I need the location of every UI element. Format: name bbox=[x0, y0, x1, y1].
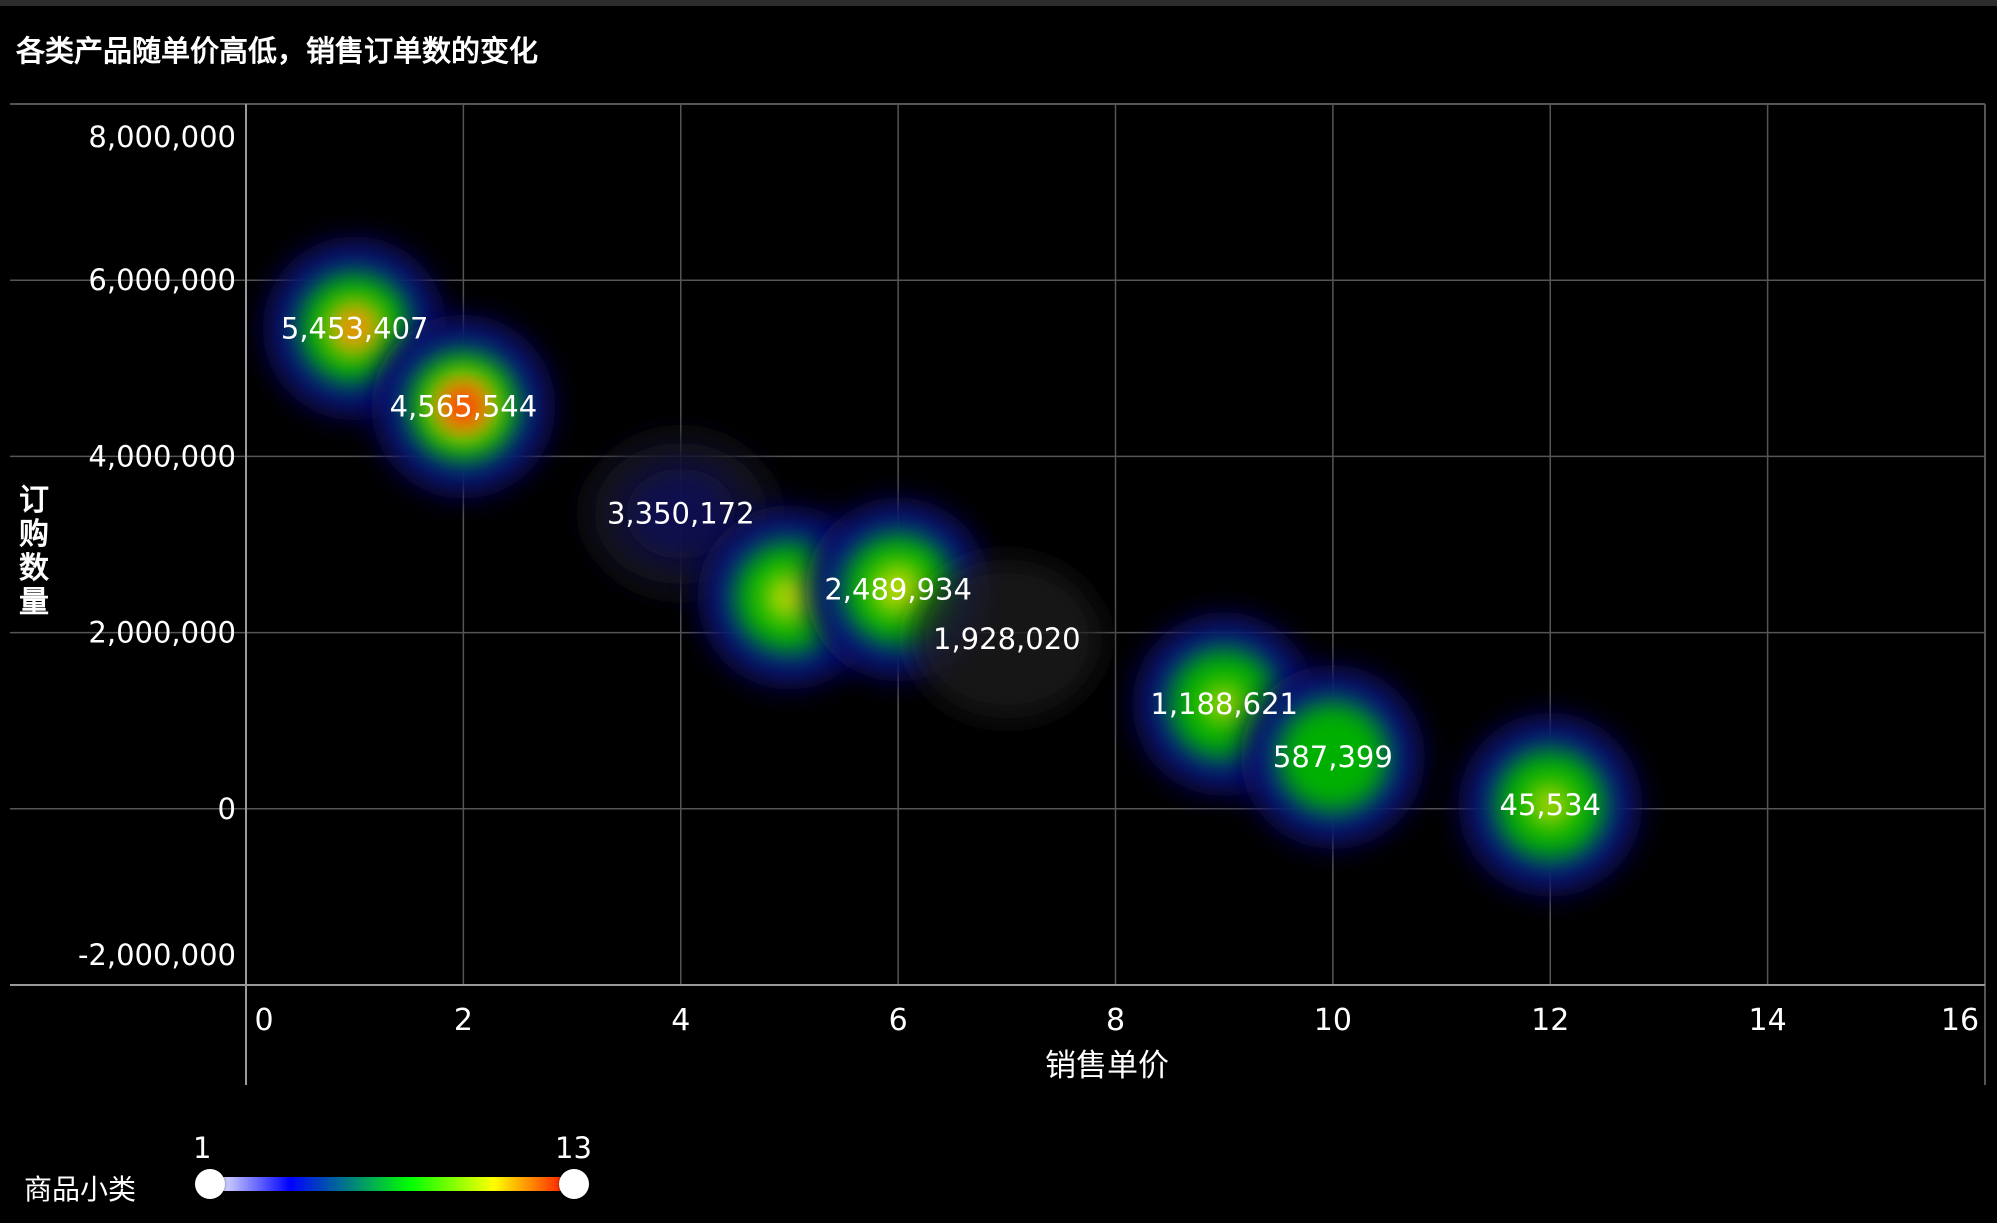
heat-point bbox=[911, 558, 1102, 719]
x-axis-title: 销售单价 bbox=[1045, 1048, 1169, 1084]
axis-layer: 0 2 4 6 8 10 12 14 16 -2,000,000 0 2,000,000 4,000,0… bbox=[10, 104, 1985, 1085]
visual-map-max-label: 13 bbox=[555, 1131, 592, 1165]
x-tick-label: 12 bbox=[1531, 1003, 1569, 1038]
y-tick-label: 2,000,000 bbox=[88, 616, 236, 650]
y-tick-label: 4,000,000 bbox=[88, 439, 236, 473]
heat-point-hot bbox=[337, 310, 373, 346]
x-tick-label: 4 bbox=[671, 1003, 690, 1038]
x-tick-label: 16 bbox=[1941, 1003, 1979, 1038]
heat-point-warm bbox=[765, 573, 814, 622]
heat-point-warm bbox=[872, 563, 924, 615]
visual-map-max-handle[interactable] bbox=[559, 1169, 589, 1199]
x-tick-label: 14 bbox=[1749, 1003, 1787, 1038]
chart-title: 各类产品随单价高低，销售订单数的变化 bbox=[16, 34, 539, 68]
data-label: 2,489,934 bbox=[824, 572, 972, 606]
data-label: 3,350,172 bbox=[607, 497, 755, 531]
heat-point-warm bbox=[1529, 784, 1571, 826]
y-tick-label: 0 bbox=[218, 792, 236, 826]
y-tick-label: -2,000,000 bbox=[78, 938, 236, 972]
y-tick-label: 8,000,000 bbox=[88, 120, 236, 154]
visual-map-gradient-bar[interactable] bbox=[210, 1177, 574, 1191]
label-layer: 5,453,407 4,565,544 3,350,172 2,489,934 1,92… bbox=[281, 311, 1601, 821]
x-tick-label: 10 bbox=[1314, 1003, 1352, 1038]
data-label: 4,565,544 bbox=[390, 390, 538, 424]
visual-map-min-handle[interactable] bbox=[195, 1169, 225, 1199]
heat-point-peak bbox=[449, 392, 478, 421]
x-tick-label: 6 bbox=[889, 1003, 908, 1038]
x-tick-label: 8 bbox=[1106, 1003, 1125, 1038]
window-top-border bbox=[0, 0, 1997, 6]
heat-point-core bbox=[625, 468, 736, 559]
heat-point bbox=[1274, 699, 1391, 816]
data-label: 1,928,020 bbox=[933, 622, 1081, 656]
x-tick-label: 2 bbox=[454, 1003, 473, 1038]
x-tick-label: 0 bbox=[254, 1003, 273, 1038]
heat-point-warm bbox=[1205, 685, 1243, 723]
heat-layer bbox=[262, 236, 1643, 897]
data-label: 5,453,407 bbox=[281, 311, 429, 345]
data-label: 587,399 bbox=[1273, 740, 1393, 774]
data-label: 45,534 bbox=[1500, 788, 1601, 822]
y-tick-label: 6,000,000 bbox=[88, 263, 236, 297]
visual-map-min-label: 1 bbox=[193, 1131, 212, 1165]
visual-map-label: 商品小类 bbox=[24, 1173, 137, 1206]
y-axis-title: 订购数量 bbox=[19, 483, 49, 620]
data-label: 1,188,621 bbox=[1150, 687, 1298, 721]
